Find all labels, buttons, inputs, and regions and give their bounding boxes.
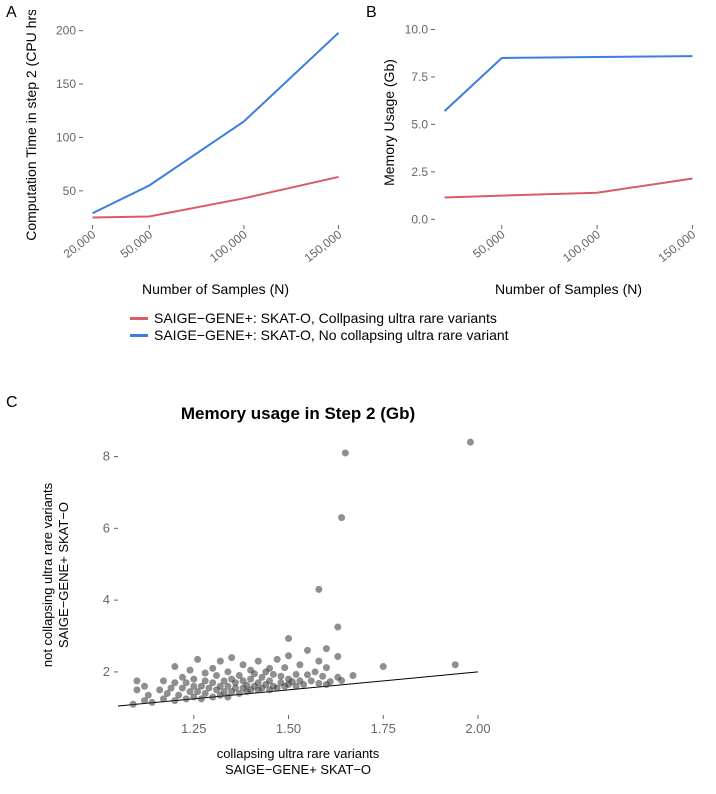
svg-text:not collapsing ultra rare vari: not collapsing ultra rare variants bbox=[40, 482, 55, 667]
svg-text:5.0: 5.0 bbox=[411, 117, 428, 131]
svg-text:2.5: 2.5 bbox=[411, 165, 428, 179]
legend-label-blue: SAIGE−GENE+: SKAT-O, No collapsing ultra… bbox=[154, 327, 509, 344]
svg-text:1.75: 1.75 bbox=[371, 721, 396, 736]
svg-text:50: 50 bbox=[63, 184, 77, 198]
legend: SAIGE−GENE+: SKAT-O, Collpasing ultra ra… bbox=[130, 310, 509, 344]
svg-text:Number of Samples (N): Number of Samples (N) bbox=[495, 281, 642, 297]
svg-text:0.0: 0.0 bbox=[411, 212, 428, 226]
svg-text:Number of Samples (N): Number of Samples (N) bbox=[142, 281, 289, 297]
panel-letter-a: A bbox=[6, 4, 17, 22]
svg-text:Memory Usage (Gb): Memory Usage (Gb) bbox=[381, 59, 397, 186]
svg-text:2.00: 2.00 bbox=[465, 721, 490, 736]
svg-text:20,000: 20,000 bbox=[61, 227, 99, 261]
svg-text:2: 2 bbox=[103, 664, 110, 679]
svg-text:7.5: 7.5 bbox=[411, 70, 428, 84]
svg-text:50,000: 50,000 bbox=[470, 227, 508, 261]
panel-a-chart: 50 100 150 200 20,000 50,000 100,000 150,000 Com… bbox=[18, 10, 358, 300]
svg-text:150,000: 150,000 bbox=[302, 227, 345, 265]
svg-text:1.50: 1.50 bbox=[276, 721, 301, 736]
svg-text:collapsing ultra rare variants: collapsing ultra rare variants bbox=[217, 746, 380, 761]
figure-page: A B C 50 100 150 200 20,000 50,000 100,000 150,… bbox=[0, 0, 716, 794]
panel-b-chart: 0.0 2.5 5.0 7.5 10.0 50,000 100,000 150,000 Memo… bbox=[380, 10, 710, 300]
svg-text:4: 4 bbox=[103, 592, 110, 607]
svg-text:8: 8 bbox=[103, 449, 110, 464]
svg-text:6: 6 bbox=[103, 520, 110, 535]
panel-c-chart: Memory usage in Step 2 (Gb) 2 4 6 8 1.25 1.50 1… bbox=[18, 395, 498, 790]
legend-label-red: SAIGE−GENE+: SKAT-O, Collpasing ultra ra… bbox=[154, 310, 497, 327]
svg-text:Memory usage in Step 2 (Gb): Memory usage in Step 2 (Gb) bbox=[181, 404, 415, 423]
legend-row-red: SAIGE−GENE+: SKAT-O, Collpasing ultra ra… bbox=[130, 310, 509, 327]
svg-text:100,000: 100,000 bbox=[207, 227, 250, 265]
legend-swatch-blue bbox=[130, 334, 148, 337]
panel-letter-c: C bbox=[6, 394, 18, 412]
svg-text:SAIGE−GENE+ SKAT−O: SAIGE−GENE+ SKAT−O bbox=[225, 762, 371, 777]
svg-text:Computation Time in step 2 (CP: Computation Time in step 2 (CPU hrs) bbox=[23, 10, 39, 241]
panel-letter-b: B bbox=[366, 4, 377, 22]
svg-text:SAIGE−GENE+ SKAT−O: SAIGE−GENE+ SKAT−O bbox=[56, 502, 71, 648]
svg-text:100: 100 bbox=[56, 130, 76, 144]
legend-row-blue: SAIGE−GENE+: SKAT-O, No collapsing ultra… bbox=[130, 327, 509, 344]
svg-text:200: 200 bbox=[56, 24, 76, 38]
legend-swatch-red bbox=[130, 317, 148, 320]
svg-text:10.0: 10.0 bbox=[405, 22, 429, 36]
svg-text:150,000: 150,000 bbox=[655, 227, 698, 265]
svg-text:1.25: 1.25 bbox=[181, 721, 206, 736]
svg-text:50,000: 50,000 bbox=[118, 227, 156, 261]
svg-text:100,000: 100,000 bbox=[560, 227, 603, 265]
svg-text:150: 150 bbox=[56, 77, 76, 91]
